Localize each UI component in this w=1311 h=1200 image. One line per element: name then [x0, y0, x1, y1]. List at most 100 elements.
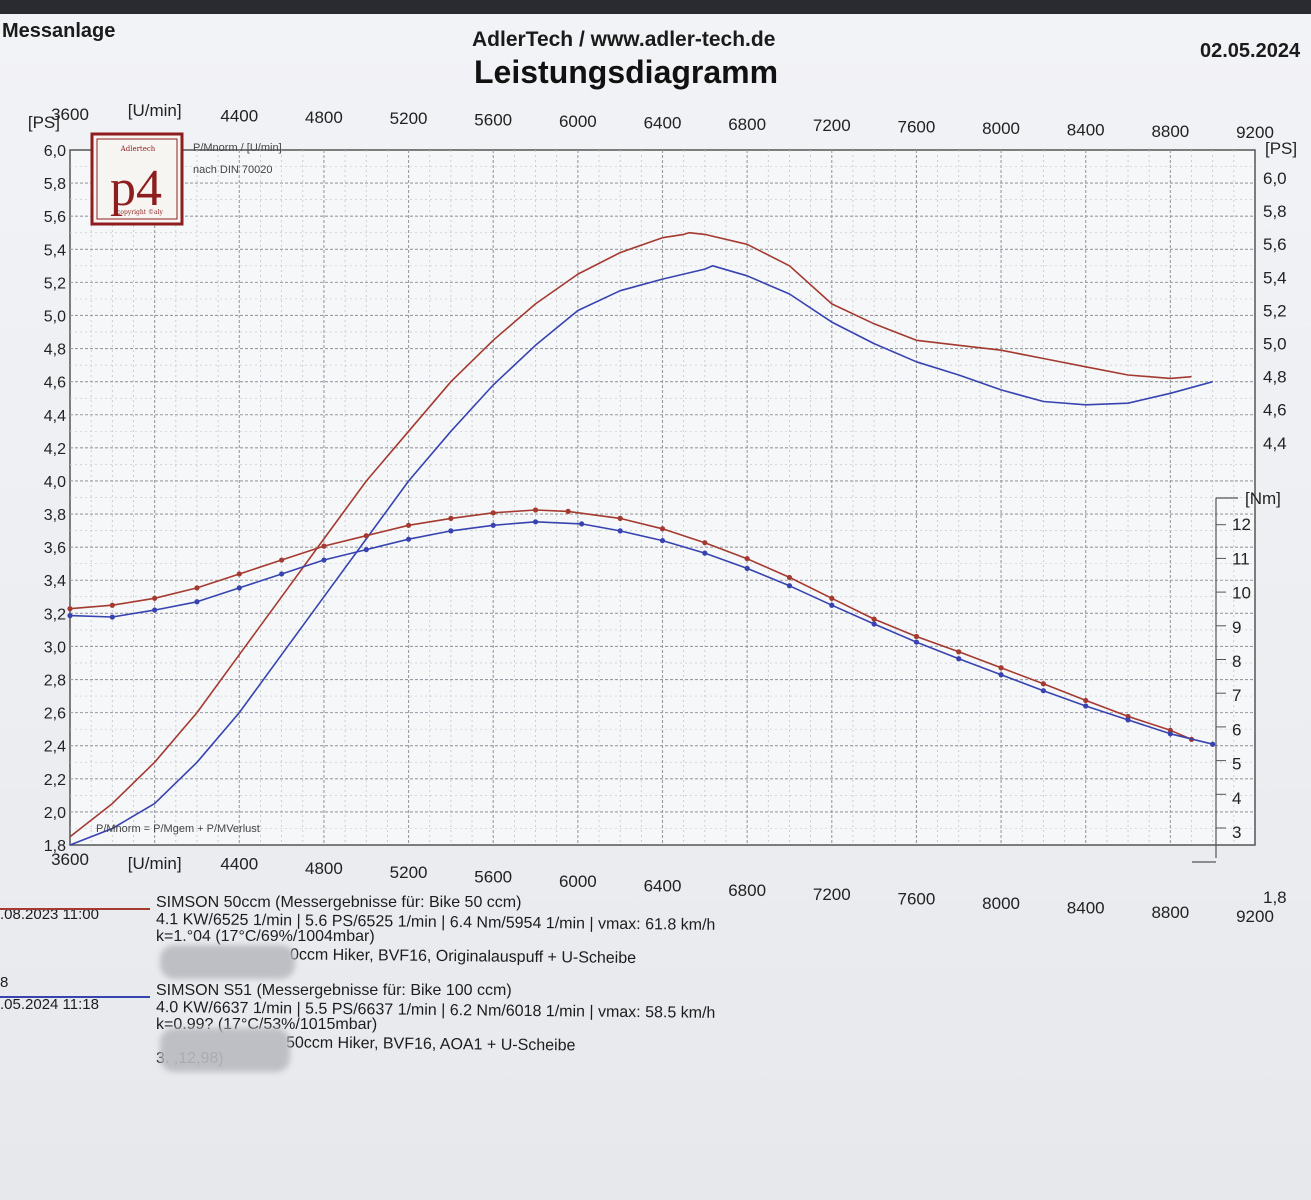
- torque-point: [152, 595, 158, 601]
- torque-point: [1167, 731, 1173, 737]
- torque-point: [998, 665, 1004, 671]
- logo-bottom-text: copyright ©aly: [117, 209, 164, 216]
- y-right-tick: 5,4: [1263, 268, 1287, 287]
- torque-point: [321, 557, 327, 563]
- torque-point: [744, 565, 750, 571]
- y-right-tick: 5,6: [1263, 235, 1287, 254]
- torque-point: [702, 540, 708, 546]
- y-left-tick: 4,2: [44, 441, 66, 458]
- x-tick-bottom: 6400: [644, 876, 682, 895]
- legend-1-redaction: [160, 945, 295, 979]
- y-left-label: [PS]: [28, 113, 60, 132]
- x-tick-top: 5200: [390, 109, 428, 128]
- torque-point: [279, 557, 285, 563]
- torque-point: [913, 639, 920, 645]
- logo-inner-frame: [96, 138, 178, 220]
- torque-point: [405, 536, 412, 542]
- y-left-tick: 1,8: [44, 838, 66, 855]
- x-tick-top: 6800: [728, 115, 766, 134]
- torque-point: [1040, 681, 1046, 687]
- torque-point: [1083, 703, 1089, 709]
- torque-point: [363, 547, 369, 553]
- torque-point: [913, 633, 920, 640]
- torque-point: [532, 519, 539, 525]
- y-left-tick: 2,6: [44, 706, 66, 723]
- y-right-label: [PS]: [1265, 139, 1297, 158]
- y-left-tick: 2,8: [44, 673, 66, 690]
- torque-point: [448, 528, 454, 534]
- x-tick-top: 9200: [1236, 123, 1274, 142]
- x-tick-top: 6000: [559, 112, 597, 131]
- y-left-tick: 2,2: [44, 772, 66, 789]
- chart-annotations: P/Mnorm / [U/min] nach DIN 70020 P/Mnorm…: [96, 142, 282, 835]
- torque-point: [956, 656, 962, 662]
- chart-grid: [69, 149, 1256, 846]
- y-right-tick: 4,6: [1263, 401, 1287, 420]
- x-axis-label-bottom: [U/min]: [128, 854, 182, 873]
- torque-point: [490, 510, 496, 516]
- torque-point: [152, 607, 158, 613]
- p4-logo: Adlertech p4 copyright ©aly: [90, 132, 184, 226]
- y-left-tick: 4,6: [44, 375, 66, 392]
- torque-point: [565, 508, 571, 514]
- torque-point: [1125, 717, 1131, 723]
- logo-top-text: Adlertech: [120, 145, 156, 153]
- y-right-tick: 5,2: [1263, 301, 1287, 320]
- torque-tick: 11: [1232, 549, 1250, 568]
- torque-point: [532, 507, 539, 513]
- x-tick-bottom: 8800: [1151, 903, 1189, 922]
- y-left-tick: 5,2: [44, 275, 66, 292]
- torque-point: [194, 585, 200, 591]
- x-tick-bottom: 5200: [390, 863, 428, 882]
- legend-1-line: [0, 908, 150, 910]
- torque-point: [490, 522, 496, 528]
- x-tick-bottom: 6000: [559, 872, 597, 891]
- torque-point: [194, 599, 200, 605]
- x-tick-top: 4800: [305, 108, 343, 127]
- torque-axis-label: [Nm]: [1245, 489, 1281, 508]
- y-left-tick: 5,0: [44, 308, 66, 325]
- torque-point: [236, 571, 242, 577]
- chart-axes: 3600 4400 4800 5200 5600 6000 6400 6800 7200 7600…: [28, 101, 1297, 926]
- y-left-tick: 3,6: [44, 540, 66, 557]
- y-left-tick: 4,4: [44, 408, 66, 425]
- torque-tick: 6: [1232, 720, 1241, 739]
- y-right-tick: 4,8: [1263, 368, 1287, 387]
- x-tick-bottom: 4400: [220, 854, 258, 873]
- y-left-tick: 2,4: [44, 739, 66, 756]
- x-tick-top: 7200: [813, 116, 851, 135]
- x-tick-top: 8000: [982, 119, 1020, 138]
- torque-point: [617, 528, 623, 534]
- legend-2-id: 8: [0, 974, 9, 991]
- torque-point: [448, 515, 454, 521]
- legend-2-redaction: [160, 1028, 290, 1072]
- y-left-tick: 3,2: [44, 606, 66, 623]
- chart-series: [67, 231, 1216, 846]
- torque-point: [279, 571, 285, 577]
- torque-point: [363, 533, 369, 539]
- series-2-torque: [67, 507, 1195, 742]
- x-tick-bottom: 4800: [305, 859, 343, 878]
- x-tick-bottom: 3600: [51, 850, 89, 869]
- x-tick-bottom: 8400: [1067, 898, 1105, 917]
- legend-2-date: .05.2024 11:18: [0, 996, 99, 1013]
- y-right-tick: 5,8: [1263, 202, 1287, 221]
- torque-point: [956, 649, 962, 655]
- torque-point: [659, 537, 666, 544]
- x-tick-bottom: 7200: [813, 885, 851, 904]
- brand-title: AdlerTech / www.adler-tech.de: [472, 28, 776, 51]
- bottom-annotation: P/Mnorm = P/Mgem + P/MVerlust: [96, 823, 260, 835]
- logo-text: p4: [110, 160, 162, 217]
- torque-tick: 4: [1232, 789, 1241, 808]
- torque-tick: 7: [1232, 686, 1241, 705]
- torque-point: [786, 574, 793, 581]
- y-right-tick: 1,8: [1263, 888, 1287, 907]
- torque-point: [659, 526, 666, 532]
- x-tick-top: 5600: [474, 111, 512, 130]
- series-0-power: [69, 231, 1192, 838]
- legend-1-date: .08.2023 11:00: [0, 906, 99, 923]
- torque-point: [236, 585, 242, 591]
- x-tick-top: 8400: [1067, 120, 1105, 139]
- y-right-tick: 4,4: [1263, 434, 1287, 453]
- torque-tick: 12: [1232, 515, 1251, 534]
